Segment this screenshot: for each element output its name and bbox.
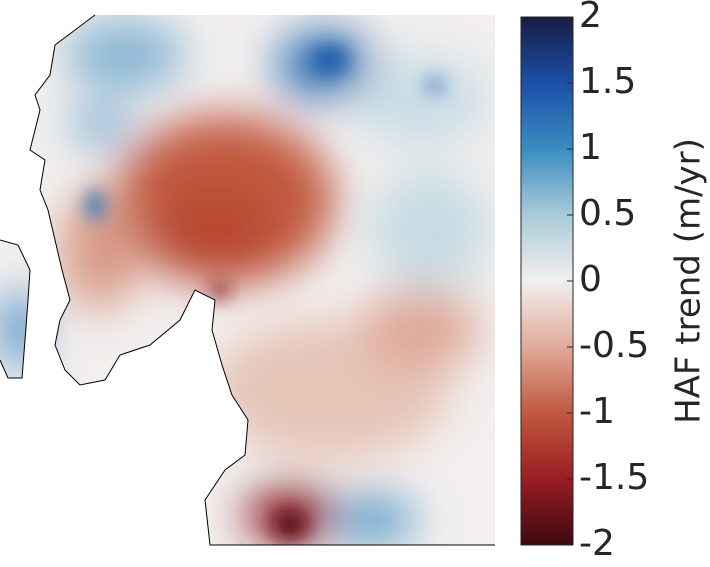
colorbar-gradient <box>521 17 573 545</box>
colorbar-tick-label: 0 <box>579 259 602 300</box>
coastline <box>0 14 495 546</box>
colorbar-tick-label: 1.5 <box>579 61 636 102</box>
colorbar-tick-label: -2 <box>579 523 615 563</box>
colorbar-frame <box>520 16 574 546</box>
colorbar-tick-label: 1 <box>579 127 602 168</box>
colorbar-tick-label: 0.5 <box>579 193 636 234</box>
colorbar-tick-label: -1.5 <box>579 457 649 498</box>
colorbar-tick-label: -1 <box>579 391 615 432</box>
colorbar: 2 1.5 1 0.5 0 -0.5 -1 -1.5 -2 <box>520 0 649 564</box>
map <box>0 15 495 545</box>
colorbar-label: HAF trend (m/yr) <box>669 138 709 424</box>
colorbar-tick-label: 2 <box>579 0 602 36</box>
colorbar-tick-label: -0.5 <box>579 325 649 366</box>
trend-detail <box>85 45 443 539</box>
